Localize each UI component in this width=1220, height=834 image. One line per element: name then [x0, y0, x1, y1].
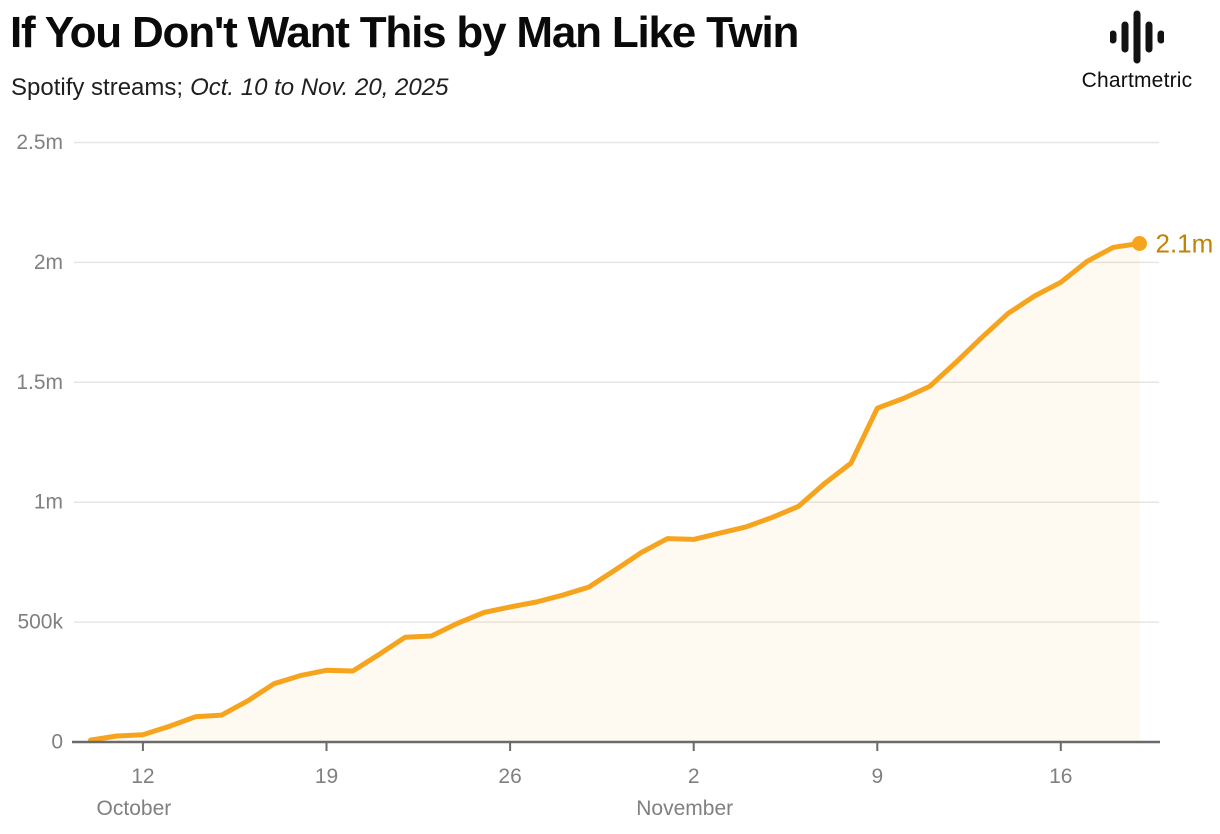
x-axis-tick-label: 2	[688, 765, 700, 788]
x-axis-tick-label: 16	[1049, 765, 1072, 788]
streams-line	[88, 241, 1142, 743]
end-point-dot	[1132, 236, 1147, 251]
month-label: November	[636, 797, 733, 820]
x-axis-tick-label: 12	[131, 765, 154, 788]
chartmetric-logo: Chartmetric	[1062, 6, 1212, 93]
x-axis-tick-label: 19	[315, 765, 338, 788]
brand-name: Chartmetric	[1081, 69, 1193, 92]
page-title: If You Don't Want This by Man Like Twin	[10, 8, 799, 57]
subtitle-metric: Spotify streams;	[11, 74, 184, 101]
y-axis-tick-label: 1m	[34, 491, 63, 514]
y-axis-tick-label: 2.5m	[16, 131, 63, 154]
end-value-label: 2.1m	[1156, 229, 1214, 259]
chart-subtitle: Spotify streams; Oct. 10 to Nov. 20, 2025	[11, 74, 448, 102]
area-fill	[90, 243, 1140, 742]
y-axis-tick-label: 1.5m	[16, 371, 63, 394]
month-label: October	[97, 797, 172, 820]
x-axis-tick-label: 9	[871, 765, 883, 788]
y-axis-tick-label: 2m	[34, 251, 63, 274]
waveform-icon	[1110, 10, 1164, 64]
y-axis-tick-label: 0	[51, 731, 63, 754]
x-axis-tick-label: 26	[498, 765, 521, 788]
y-axis-tick-label: 500k	[17, 611, 63, 634]
subtitle-date-range: Oct. 10 to Nov. 20, 2025	[190, 74, 449, 101]
